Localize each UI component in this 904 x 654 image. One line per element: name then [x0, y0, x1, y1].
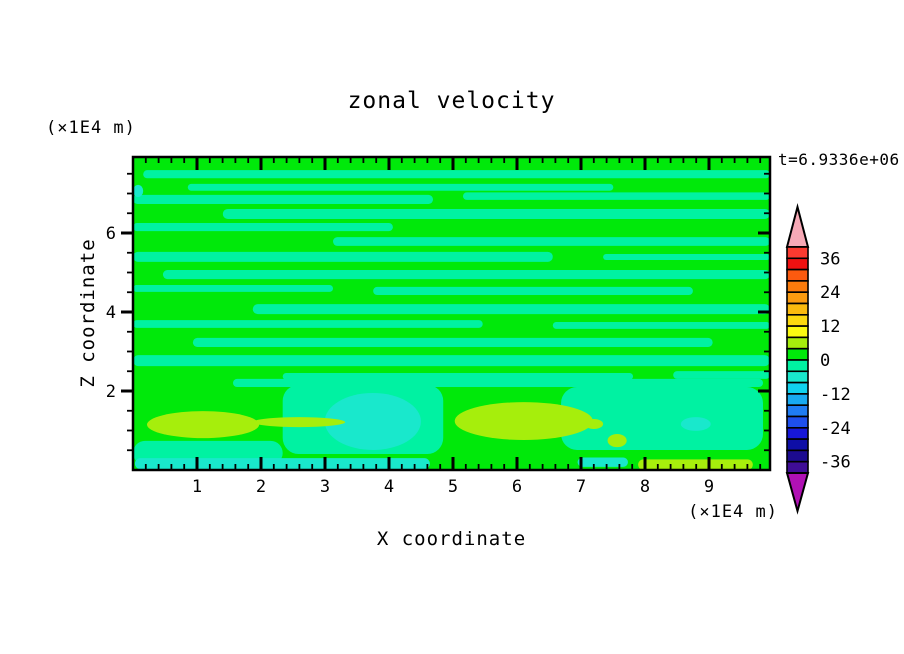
y-tick-label: 2 — [106, 382, 116, 402]
x-tick-label: 4 — [384, 477, 394, 497]
y-tick-label: 6 — [106, 224, 116, 244]
x-tick-label: 7 — [576, 477, 586, 497]
colorbar-cell — [786, 426, 809, 440]
colorbar-cell — [786, 393, 809, 406]
colorbar-cell — [786, 302, 809, 316]
contour-band — [187, 183, 614, 191]
contour-band — [133, 251, 553, 262]
colorbar-cell — [786, 415, 809, 429]
chart-title: zonal velocity — [347, 88, 556, 114]
contour-band — [222, 208, 770, 219]
colorbar-cell — [786, 404, 809, 418]
contour-band — [282, 372, 634, 380]
contour-band — [603, 254, 770, 260]
contour-band — [462, 192, 770, 200]
colorbar-cell — [786, 257, 809, 271]
colorbar-label: -24 — [820, 419, 851, 439]
colorbar-cell — [786, 370, 809, 384]
colorbar-label: 24 — [820, 283, 840, 303]
contour-band — [552, 321, 770, 329]
contour-band — [133, 184, 144, 198]
contour-field — [133, 157, 770, 470]
colorbar-label: 12 — [820, 317, 840, 337]
contour-band — [454, 402, 593, 440]
x-axis-units-label: (×1E4 m) — [688, 502, 778, 522]
colorbar-cell — [786, 325, 809, 339]
colorbar-over-arrow — [785, 203, 810, 248]
contour-band — [584, 418, 604, 429]
colorbar-cell — [786, 381, 809, 395]
contour-band — [680, 417, 711, 431]
time-annotation: t=6.9336e+06 — [778, 150, 900, 169]
colorbar-cell — [786, 460, 809, 474]
colorbar-cell — [786, 449, 809, 463]
contour-band — [143, 170, 770, 179]
contour-band — [252, 417, 346, 428]
contour-band — [147, 411, 260, 439]
contour-band — [133, 320, 483, 328]
contour-band — [673, 371, 770, 379]
contour-band — [133, 355, 770, 367]
colorbar-cell — [786, 291, 809, 305]
contour-band — [162, 269, 770, 280]
colorbar-label: 0 — [820, 351, 830, 371]
y-axis-units-label: (×1E4 m) — [46, 118, 136, 138]
contour-band — [133, 194, 434, 204]
colorbar-cell — [786, 280, 809, 293]
colorbar-label: -12 — [820, 385, 851, 405]
x-tick-label: 2 — [256, 477, 266, 497]
x-tick-label: 1 — [192, 477, 202, 497]
contour-band — [133, 285, 334, 292]
contour-band — [134, 458, 430, 470]
contour-band — [373, 286, 693, 296]
y-tick-label: 4 — [106, 303, 116, 323]
colorbar-label: 36 — [820, 249, 840, 269]
contour-band — [333, 237, 770, 246]
colorbar-under-arrow — [785, 472, 810, 515]
colorbar-cell — [786, 347, 809, 361]
contour-band — [192, 337, 713, 347]
contour-band — [607, 434, 627, 448]
colorbar-cell — [786, 246, 809, 260]
x-tick-label: 8 — [640, 477, 650, 497]
x-axis-title: X coordinate — [376, 528, 527, 550]
colorbar-cell — [786, 438, 809, 452]
x-tick-label: 6 — [512, 477, 522, 497]
colorbar-label: -36 — [820, 453, 851, 473]
colorbar-cell — [786, 268, 809, 282]
y-axis-title: Z coordinate — [77, 238, 99, 388]
contour-band — [252, 304, 770, 315]
contour-band — [577, 457, 628, 467]
x-tick-label: 3 — [320, 477, 330, 497]
colorbar-cell — [786, 313, 809, 327]
colorbar-cell — [786, 336, 809, 350]
contour-band — [324, 393, 421, 450]
colorbar-cell — [786, 359, 809, 373]
contour-band — [561, 387, 763, 450]
x-tick-label: 9 — [704, 477, 714, 497]
contour-band — [133, 223, 393, 232]
x-tick-label: 5 — [448, 477, 458, 497]
